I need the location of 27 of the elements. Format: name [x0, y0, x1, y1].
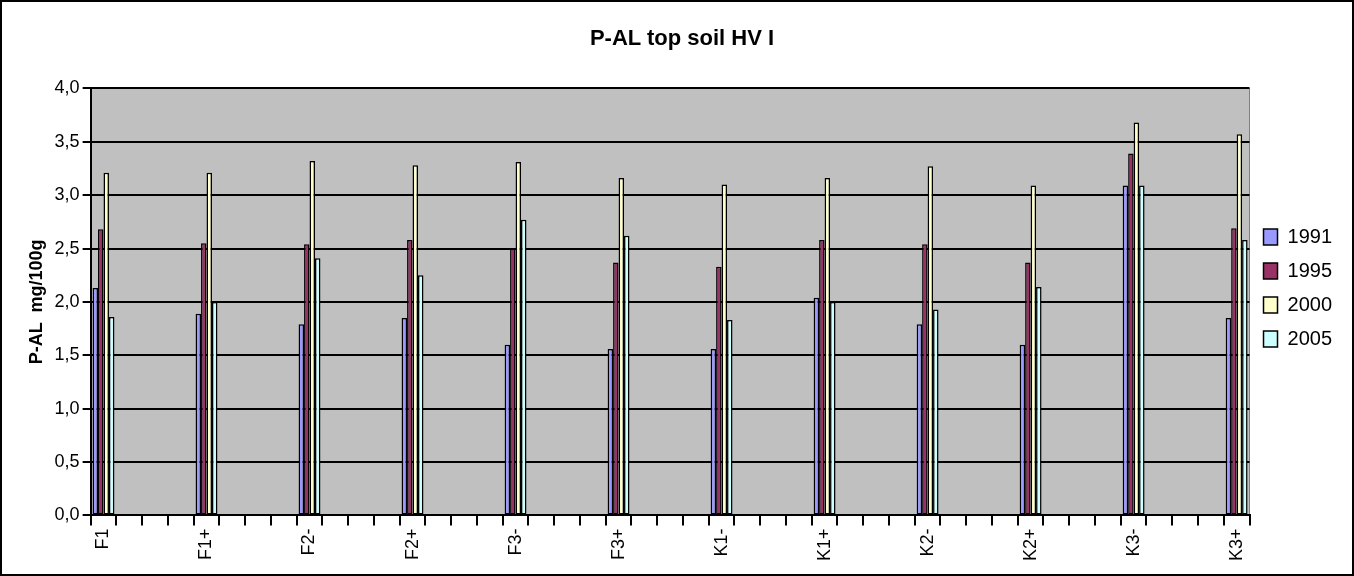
y-tick-label: 0,5: [54, 451, 80, 472]
x-tick-label: F3+: [607, 528, 628, 560]
y-tick-label: 2,0: [54, 290, 80, 311]
legend-label: 1991: [1287, 224, 1333, 247]
y-axis-title: P-AL mg/100g: [25, 239, 46, 365]
y-tick-label: 1,5: [54, 344, 80, 365]
y-tick-label: 3,5: [54, 130, 80, 151]
y-tick-label: 1,0: [54, 397, 80, 418]
x-tick-label: F1: [92, 528, 113, 550]
x-tick-label: K2+: [1019, 528, 1040, 561]
x-tick-label: K1+: [813, 528, 834, 561]
x-tick-label: K2-: [916, 528, 937, 557]
x-tick-label: F2-: [298, 528, 319, 556]
y-tick-label: 0,0: [54, 504, 80, 525]
x-tick-label: K3-: [1122, 528, 1143, 557]
x-tick-label: K3+: [1225, 528, 1246, 561]
x-tick-label: F1+: [195, 528, 216, 560]
legend-label: 2005: [1287, 326, 1333, 349]
x-tick-label: K1-: [710, 528, 731, 557]
y-tick-label: 3,0: [54, 184, 80, 205]
x-tick-label: F2+: [401, 528, 422, 560]
y-tick-label: 2,5: [54, 237, 80, 258]
legend-label: 2000: [1287, 292, 1333, 315]
y-tick-label: 4,0: [54, 77, 80, 98]
legend-label: 1995: [1287, 258, 1333, 281]
chart-title: P-AL top soil HV I: [589, 25, 775, 51]
x-tick-label: F3-: [504, 528, 525, 556]
